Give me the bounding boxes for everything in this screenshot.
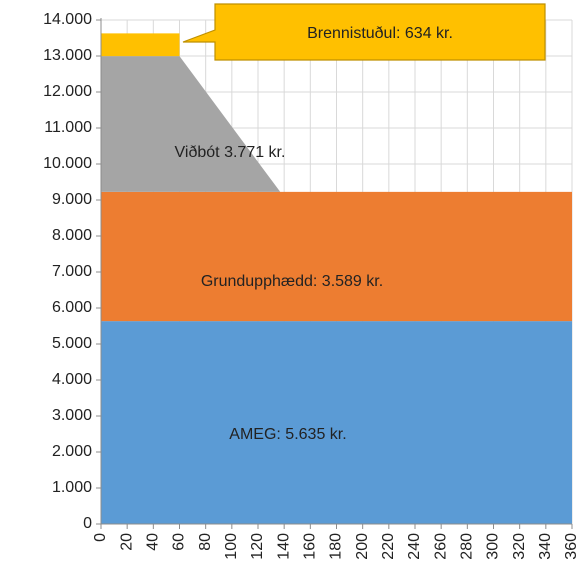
- x-tick-label: 20: [118, 533, 135, 551]
- y-tick-label: 14.000: [43, 11, 92, 28]
- x-tick-label: 320: [511, 533, 528, 560]
- x-tick-label: 280: [459, 533, 476, 560]
- x-tick-label: 200: [354, 533, 371, 560]
- area: [101, 321, 572, 524]
- y-tick-label: 4.000: [52, 371, 92, 388]
- x-tick-label: 140: [275, 533, 292, 560]
- x-tick-label: 360: [563, 533, 580, 560]
- y-tick-label: 0: [83, 515, 92, 532]
- y-tick-label: 5.000: [52, 335, 92, 352]
- y-tick-label: 7.000: [52, 263, 92, 280]
- y-tick-label: 10.000: [43, 155, 92, 172]
- x-tick-label: 0: [92, 533, 109, 542]
- x-tick-label: 160: [302, 533, 319, 560]
- area: [101, 191, 572, 322]
- x-tick-label: 120: [249, 533, 266, 560]
- x-tick-label: 340: [537, 533, 554, 560]
- area-label: Grundupphædd: 3.589 kr.: [201, 273, 383, 290]
- y-tick-label: 12.000: [43, 83, 92, 100]
- callout: [182, 3, 546, 61]
- x-tick-label: 260: [432, 533, 449, 560]
- y-tick-label: 13.000: [43, 47, 92, 64]
- x-tick-label: 100: [223, 533, 240, 560]
- callout-label: Brennistuðul: 634 kr.: [307, 25, 453, 42]
- y-tick-label: 2.000: [52, 443, 92, 460]
- y-tick-label: 9.000: [52, 191, 92, 208]
- area: [101, 56, 572, 192]
- area: [101, 33, 180, 57]
- x-tick-label: 80: [197, 533, 214, 551]
- x-tick-label: 60: [171, 533, 188, 551]
- y-tick-label: 11.000: [44, 119, 92, 136]
- x-tick-label: 180: [328, 533, 345, 560]
- area-label: AMEG: 5.635 kr.: [229, 426, 346, 443]
- x-tick-label: 240: [406, 533, 423, 560]
- y-tick-label: 3.000: [52, 407, 92, 424]
- y-tick-label: 1.000: [52, 479, 92, 496]
- x-tick-label: 40: [145, 533, 162, 551]
- x-tick-label: 300: [485, 533, 502, 560]
- y-tick-label: 6.000: [52, 299, 92, 316]
- y-tick-label: 8.000: [52, 227, 92, 244]
- area-label: Viðbót 3.771 kr.: [175, 144, 286, 161]
- x-tick-label: 220: [380, 533, 397, 560]
